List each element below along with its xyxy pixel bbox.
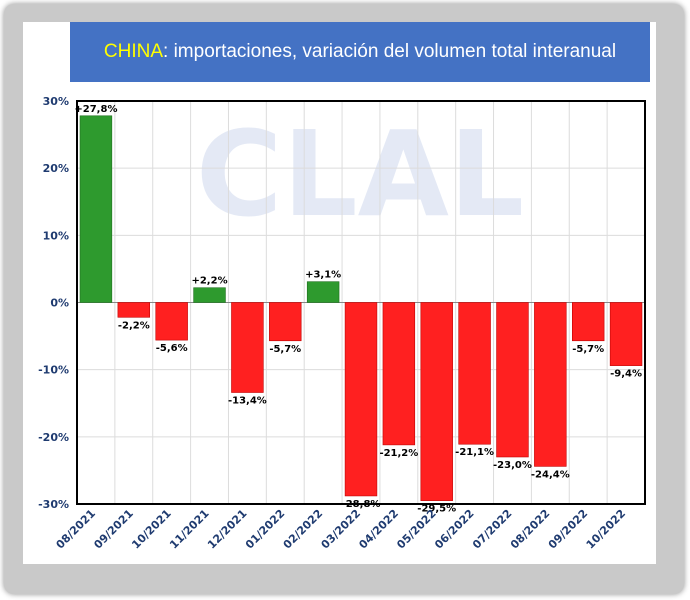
data-label: -21,1% (455, 447, 494, 458)
data-label: +3,1% (305, 270, 341, 281)
bar-12/2021 (231, 302, 264, 393)
data-label: -9,4% (610, 369, 642, 380)
x-tick-label: 03/2022 (319, 507, 364, 552)
data-label: -23,0% (493, 460, 532, 471)
data-label: +2,2% (191, 276, 227, 287)
bar-09/2022 (571, 302, 605, 342)
data-label: -5,7% (572, 344, 604, 355)
y-tick-label: 10% (43, 229, 69, 242)
data-label: -5,6% (156, 343, 188, 354)
bar-05/2022 (420, 302, 453, 501)
bar-10/2022 (609, 302, 643, 366)
data-label: -29,5% (417, 504, 456, 515)
bar-07/2022 (496, 302, 529, 458)
y-tick-label: -30% (38, 498, 69, 511)
x-tick-label: 09/2022 (546, 507, 591, 552)
data-label: -24,4% (531, 469, 570, 480)
data-label: +27,8% (74, 104, 117, 115)
x-tick-label: 01/2022 (243, 507, 288, 552)
chart-panel (23, 22, 656, 564)
y-tick-label: 30% (43, 95, 69, 108)
y-tick-label: 20% (43, 162, 69, 175)
bar-06/2022 (458, 302, 491, 445)
plot-border (76, 100, 646, 505)
y-axis: 30% 20% 10% 0% -10% -20% -30% (38, 95, 69, 511)
bar-04/2022 (382, 302, 416, 446)
x-tick-label: 08/2022 (508, 507, 553, 552)
data-label: -2,2% (118, 320, 150, 331)
y-tick-label: -10% (38, 364, 69, 377)
title-highlight: CHINA (103, 41, 164, 62)
data-label: -21,2% (379, 448, 418, 459)
x-tick-label: 08/2021 (54, 507, 99, 552)
title-rest: : importaciones, variación del volumen t… (163, 41, 617, 62)
bar-10/2021 (155, 302, 188, 341)
x-tick-label: 02/2022 (281, 507, 326, 552)
bars (79, 115, 643, 501)
x-tick-label: 04/2022 (356, 507, 401, 552)
data-label: -13,4% (228, 396, 267, 407)
y-tick-label: -20% (38, 431, 69, 444)
x-tick-label: 09/2021 (91, 507, 136, 552)
watermark-logo: CLAL (196, 105, 524, 243)
bar-08/2021 (79, 115, 113, 303)
x-tick-label: 07/2022 (470, 507, 515, 552)
bar-01/2022 (269, 302, 302, 342)
bar-09/2021 (117, 302, 151, 318)
x-tick-label: 11/2021 (167, 507, 212, 552)
bar-08/2022 (534, 302, 567, 467)
bar-03/2022 (344, 302, 378, 497)
x-axis: 08/202109/202110/202111/202112/202101/20… (54, 507, 629, 552)
chart-title: CHINA: importaciones, variación del volu… (70, 22, 650, 82)
bar-11/2021 (193, 287, 226, 303)
x-tick-label: 10/2022 (584, 507, 629, 552)
chart-frame (4, 4, 684, 594)
bar-02/2022 (306, 281, 340, 303)
data-label: -5,7% (269, 344, 301, 355)
y-tick-label: 0% (50, 297, 69, 310)
x-tick-label: 10/2021 (129, 507, 174, 552)
x-tick-label: 12/2021 (205, 507, 250, 552)
